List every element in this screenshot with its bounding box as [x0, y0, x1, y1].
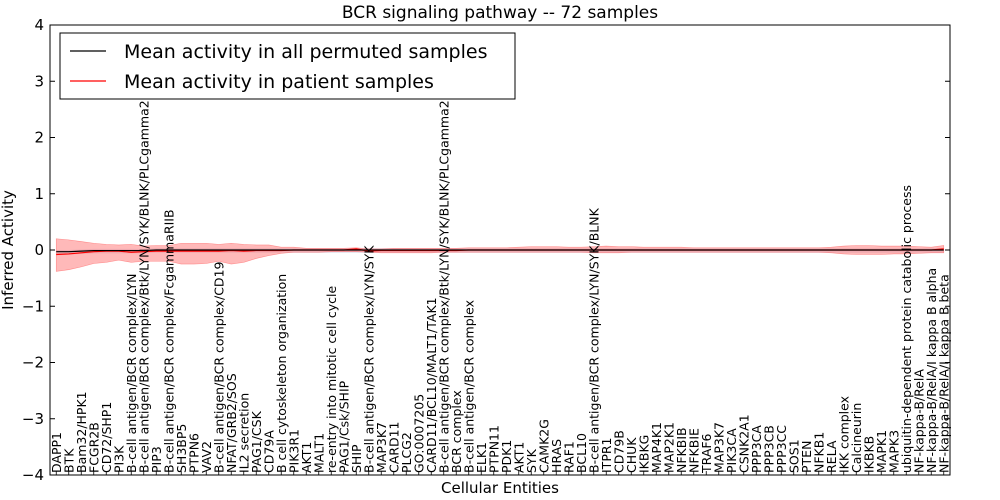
x-tick-label: Bam32/HPK1 [74, 391, 89, 473]
x-tick-label: RELA [824, 440, 839, 473]
y-tick-label: 1 [34, 185, 44, 203]
x-tick-label: CD79B [611, 430, 626, 473]
x-tick-label: CSNK2A1 [736, 414, 751, 473]
x-tick-label: PAG1/Csk/SHIP [336, 380, 351, 473]
x-tick-label: BCL10 [574, 433, 589, 473]
y-tick-label: 0 [34, 241, 44, 259]
x-tick-label: re-entry into mitotic cell cycle [324, 285, 339, 473]
x-tick-label: NFKBIB [674, 427, 689, 473]
x-tick-label: SYK [524, 448, 539, 473]
x-tick-label: CD79A [261, 430, 276, 473]
x-tick-label: VAV2 [199, 441, 214, 473]
x-tick-label: PTPN6 [186, 433, 201, 473]
x-tick-label: NF-kappa-B/RelA [911, 369, 926, 473]
x-tick-label: AKT1 [299, 442, 314, 473]
x-tick-label: RAF1 [561, 441, 576, 473]
legend-permuted-label: Mean activity in all permuted samples [124, 41, 487, 63]
x-tick-label: NFKBIE [686, 428, 701, 473]
x-tick-label: PLCG2 [399, 432, 414, 473]
series-permuted-line [56, 249, 944, 253]
x-tick-label: B-cell antigen/BCR complex/LYN [124, 274, 139, 474]
x-tick-label: FCGR2B [86, 422, 101, 473]
x-tick-label: PDK1 [499, 440, 514, 473]
x-tick-label: B-cell antigen/BCR complex/CD19 [211, 261, 226, 473]
y-axis: −4 −3 −2 −1 0 1 2 3 4 [22, 16, 950, 484]
y-tick-label: −4 [22, 466, 44, 484]
y-tick-label: −3 [22, 410, 44, 428]
plot-area [55, 238, 945, 272]
x-tick-label: PTPN11 [486, 425, 501, 473]
x-tick-label: CARD11 [386, 422, 401, 474]
x-tick-label: SHIP [349, 444, 364, 473]
x-tick-label: CAMK2G [536, 419, 551, 473]
patient-band [55, 238, 945, 272]
legend: Mean activity in all permuted samples Me… [59, 32, 516, 100]
x-tick-label: CD72/SHP1 [99, 402, 114, 473]
y-tick-label: 4 [34, 16, 44, 34]
x-tick-label: BCR complex [449, 390, 464, 473]
x-tick-label: CHUK [624, 437, 639, 473]
x-tick-label: PIK3R1 [286, 429, 301, 473]
y-tick-label: −2 [22, 354, 44, 372]
x-tick-label: ubiquitin-dependent protein catabolic pr… [899, 185, 914, 473]
legend-patient-label: Mean activity in patient samples [124, 71, 434, 93]
legend-box [59, 32, 516, 100]
x-tick-label: IKBKG [636, 435, 651, 473]
x-tick-label: MAPK1 [874, 430, 889, 473]
x-tick-label: SH3BP5 [174, 424, 189, 473]
x-tick-label: PPP3CB [761, 425, 776, 473]
x-tick-label: NFAT/GRB2/SOS [224, 373, 239, 473]
x-tick-label: IKBKB [861, 436, 876, 473]
x-tick-labels: DAPP1BTKBam32/HPK1FCGR2BCD72/SHP1PI3KB-c… [49, 100, 951, 475]
x-tick-label: PPP3CC [774, 425, 789, 473]
y-tick-label: 2 [34, 129, 44, 147]
x-tick-label: PPP3CA [749, 425, 764, 473]
x-tick-label: MAP2K1 [661, 422, 676, 473]
x-tick-label: CARD11/BCL10/MALT1/TAK1 [424, 297, 439, 473]
y-tick-label: −1 [22, 297, 44, 315]
x-axis-label: Cellular Entities [441, 479, 559, 497]
x-tick-label: ITPR1 [599, 438, 614, 474]
x-tick-label: TRAF6 [699, 433, 714, 474]
x-tick-label: MAPK3 [886, 430, 901, 473]
x-tick-label: IKK complex [836, 396, 851, 473]
x-tick-label: B-cell antigen/BCR complex/LYN/SYK/BLNK [586, 207, 601, 473]
x-tick-label: PIK3CA [724, 428, 739, 473]
x-tick-label: PAG1/CSK [249, 410, 264, 473]
x-tick-label: NF-kappa-B/RelA/I kappa B alpha [924, 268, 939, 473]
x-tick-label: PTEN [799, 441, 814, 473]
x-tick-label: B-cell antigen/BCR complex/FcgammaRIIB [161, 209, 176, 473]
x-tick-label: ELK1 [474, 442, 489, 473]
x-tick-label: HRAS [549, 439, 564, 473]
x-tick-label: SOS1 [786, 439, 801, 473]
x-tick-label: NFKB1 [811, 432, 826, 473]
x-tick-label: GO:0007205 [411, 394, 426, 473]
y-axis-label: Inferred Activity [0, 190, 17, 310]
x-tick-label: PIP3 [149, 446, 164, 473]
x-tick-label: NF-kappa-B/RelA/I kappa B beta [936, 274, 951, 473]
x-tick-label: DAPP1 [49, 432, 64, 473]
x-tick-label: MAP3K7 [711, 422, 726, 473]
x-tick-label: B-cell antigen/BCR complex [461, 300, 476, 473]
y-tick-label: 3 [34, 72, 44, 90]
x-tick-label: Calcineurin [849, 403, 864, 473]
x-tick-label: MAP4K1 [649, 422, 664, 473]
x-tick-label: B-cell antigen/BCR complex/Btk/LYN/SYK/B… [436, 100, 451, 473]
x-tick-label: AKT1 [511, 442, 526, 473]
chart-title: BCR signaling pathway -- 72 samples [342, 3, 658, 23]
x-tick-label: IL2 secretion [236, 393, 251, 473]
x-tick-label: B-cell antigen/BCR complex/LYN/SYK [361, 245, 376, 473]
x-tick-label: MAP3K7 [374, 422, 389, 473]
x-tick-label: B cell cytoskeleton organization [274, 274, 289, 473]
x-tick-label: MALT1 [311, 433, 326, 473]
x-tick-label: B-cell antigen/BCR complex/Btk/LYN/SYK/B… [136, 100, 151, 473]
x-tick-label: PI3K [111, 445, 126, 473]
x-tick-label: BTK [61, 448, 76, 473]
